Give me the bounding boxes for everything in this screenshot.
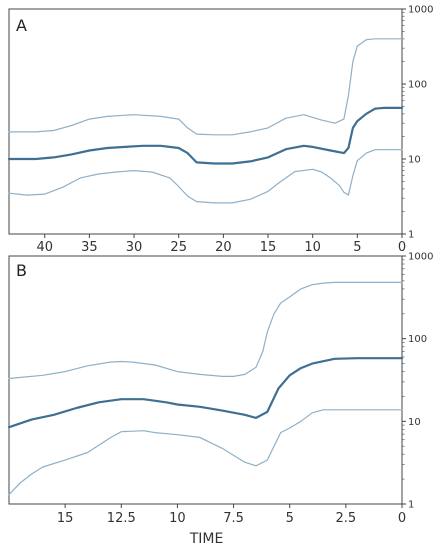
y-tick-label: 10	[408, 417, 421, 428]
y-tick-label: 1	[408, 500, 414, 511]
plot-frame	[8, 255, 403, 505]
x-axis-label: TIME	[189, 531, 224, 547]
panel-label: B	[16, 261, 27, 280]
y-tick-label: 100	[408, 80, 427, 91]
y-tick-label: 1	[408, 230, 414, 241]
series-line-median	[7, 357, 404, 429]
series-line-lower	[8, 149, 403, 204]
x-tick-label: 30	[126, 240, 143, 255]
x-tick-label: 35	[81, 240, 98, 255]
series-line-upper	[8, 38, 403, 136]
y-tick-label: 10	[408, 155, 421, 166]
x-tick-label: 25	[170, 240, 187, 255]
x-tick-label: 5	[353, 240, 361, 255]
y-tick-label: 1000	[408, 252, 433, 263]
x-tick-label: 0	[398, 511, 406, 526]
x-tick-label: 7.5	[223, 511, 244, 526]
x-tick-label: 2.5	[336, 511, 357, 526]
panel-label: A	[16, 16, 27, 35]
x-tick-label: 0	[398, 240, 406, 255]
x-tick-label: 15	[57, 511, 74, 526]
plot-frame	[8, 8, 403, 235]
x-tick-label: 40	[36, 240, 53, 255]
series-line-lower	[8, 409, 403, 496]
x-tick-label: 10	[304, 240, 321, 255]
y-tick-label: 1000	[408, 5, 433, 16]
x-tick-label: 5	[286, 511, 294, 526]
panel-a: A 40 35 30 25 20 15 10 5 01 10 100 1000	[7, 5, 433, 255]
series-line-median	[7, 106, 404, 165]
x-tick-label: 15	[260, 240, 277, 255]
x-tick-label: 20	[215, 240, 232, 255]
x-tick-label: 12.5	[107, 511, 136, 526]
x-tick-label: 10	[169, 511, 186, 526]
panel-b: B 15 12.5 10 7.5 5 2.5 01 10 100 1000 TIME	[7, 252, 433, 547]
series-line-upper	[8, 281, 403, 380]
y-tick-label: 100	[408, 334, 427, 345]
